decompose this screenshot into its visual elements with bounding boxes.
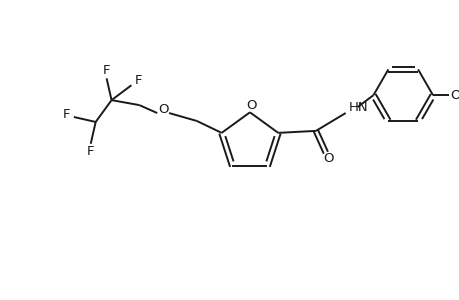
Text: F: F — [103, 64, 110, 77]
Text: O: O — [323, 152, 333, 165]
Text: O: O — [246, 99, 257, 112]
Text: O: O — [157, 103, 168, 116]
Text: F: F — [63, 107, 71, 121]
Text: O: O — [449, 89, 459, 102]
Text: F: F — [134, 74, 142, 87]
Text: F: F — [87, 145, 94, 158]
Text: HN: HN — [348, 100, 368, 114]
